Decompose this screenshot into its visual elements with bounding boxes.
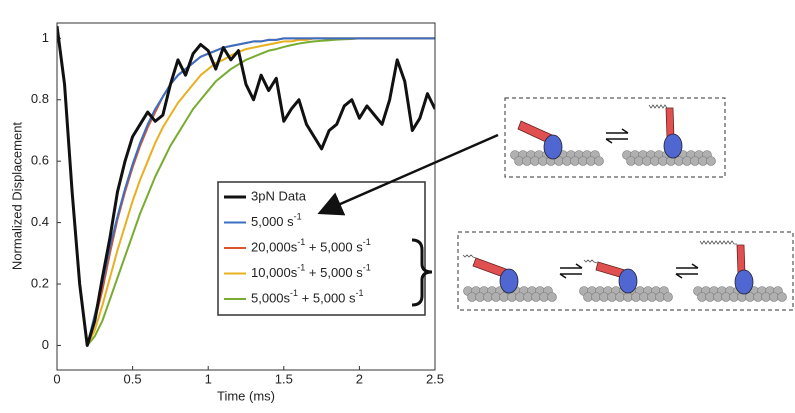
axes-frame [56, 22, 436, 371]
diagram-frame [457, 231, 794, 311]
legend: 3pN Data 5,000 s-1 20,000s-1 + 5,000 s-1 10… [217, 181, 426, 316]
legend-label: 5,000 s-1 [251, 212, 302, 229]
data-line [57, 25, 435, 347]
equilibrium-arrows [675, 263, 699, 279]
brace [411, 238, 433, 307]
myosin-head [499, 268, 519, 294]
legend-label: 10,000s-1 + 5,000 s-1 [251, 263, 371, 280]
diagram-frame [504, 97, 726, 178]
y-tick-label: 0.6 [31, 153, 49, 168]
y-tick-label: 0.4 [31, 214, 49, 229]
y-tick-label: 0 [42, 337, 49, 352]
data-line [86, 37, 435, 346]
diagram-three-state [457, 231, 794, 311]
legend-label: 5,000s-1 + 5,000 s-1 [251, 288, 364, 305]
x-tick-label: 0.5 [124, 371, 142, 386]
y-tick-label: 1 [42, 30, 49, 45]
x-tick-label: 2.5 [426, 371, 444, 386]
myosin-head [734, 269, 754, 295]
legend-label: 20,000s-1 + 5,000 s-1 [251, 237, 371, 254]
x-tick-label: 1 [205, 371, 212, 386]
x-tick-label: 1.5 [275, 371, 293, 386]
diagram-two-state [504, 97, 726, 178]
x-tick-label: 0 [53, 371, 60, 386]
tick-layer: 0 0.5 1 1.5 2 2.5 0 0.2 0.4 0.6 0.8 1 [31, 30, 444, 387]
tether [583, 259, 598, 264]
tether [648, 104, 670, 109]
y-axis-label: Normalized Displacement [9, 122, 24, 270]
equilibrium-arrows [559, 263, 583, 279]
tether [699, 240, 737, 245]
x-tick-label: 2 [356, 371, 363, 386]
myosin-head [543, 134, 563, 160]
myosin-head [618, 268, 638, 294]
myosin-head [663, 133, 683, 159]
plot-area [57, 25, 435, 347]
tether [462, 254, 477, 259]
equilibrium-arrows [605, 128, 629, 144]
pointer-arrow [317, 133, 499, 216]
y-tick-label: 0.8 [31, 91, 49, 106]
legend-label: 3pN Data [251, 188, 307, 203]
x-axis-label: Time (ms) [217, 388, 275, 403]
lever-arm [665, 107, 675, 139]
y-tick-label: 0.2 [31, 275, 49, 290]
lever-arm [472, 257, 507, 278]
